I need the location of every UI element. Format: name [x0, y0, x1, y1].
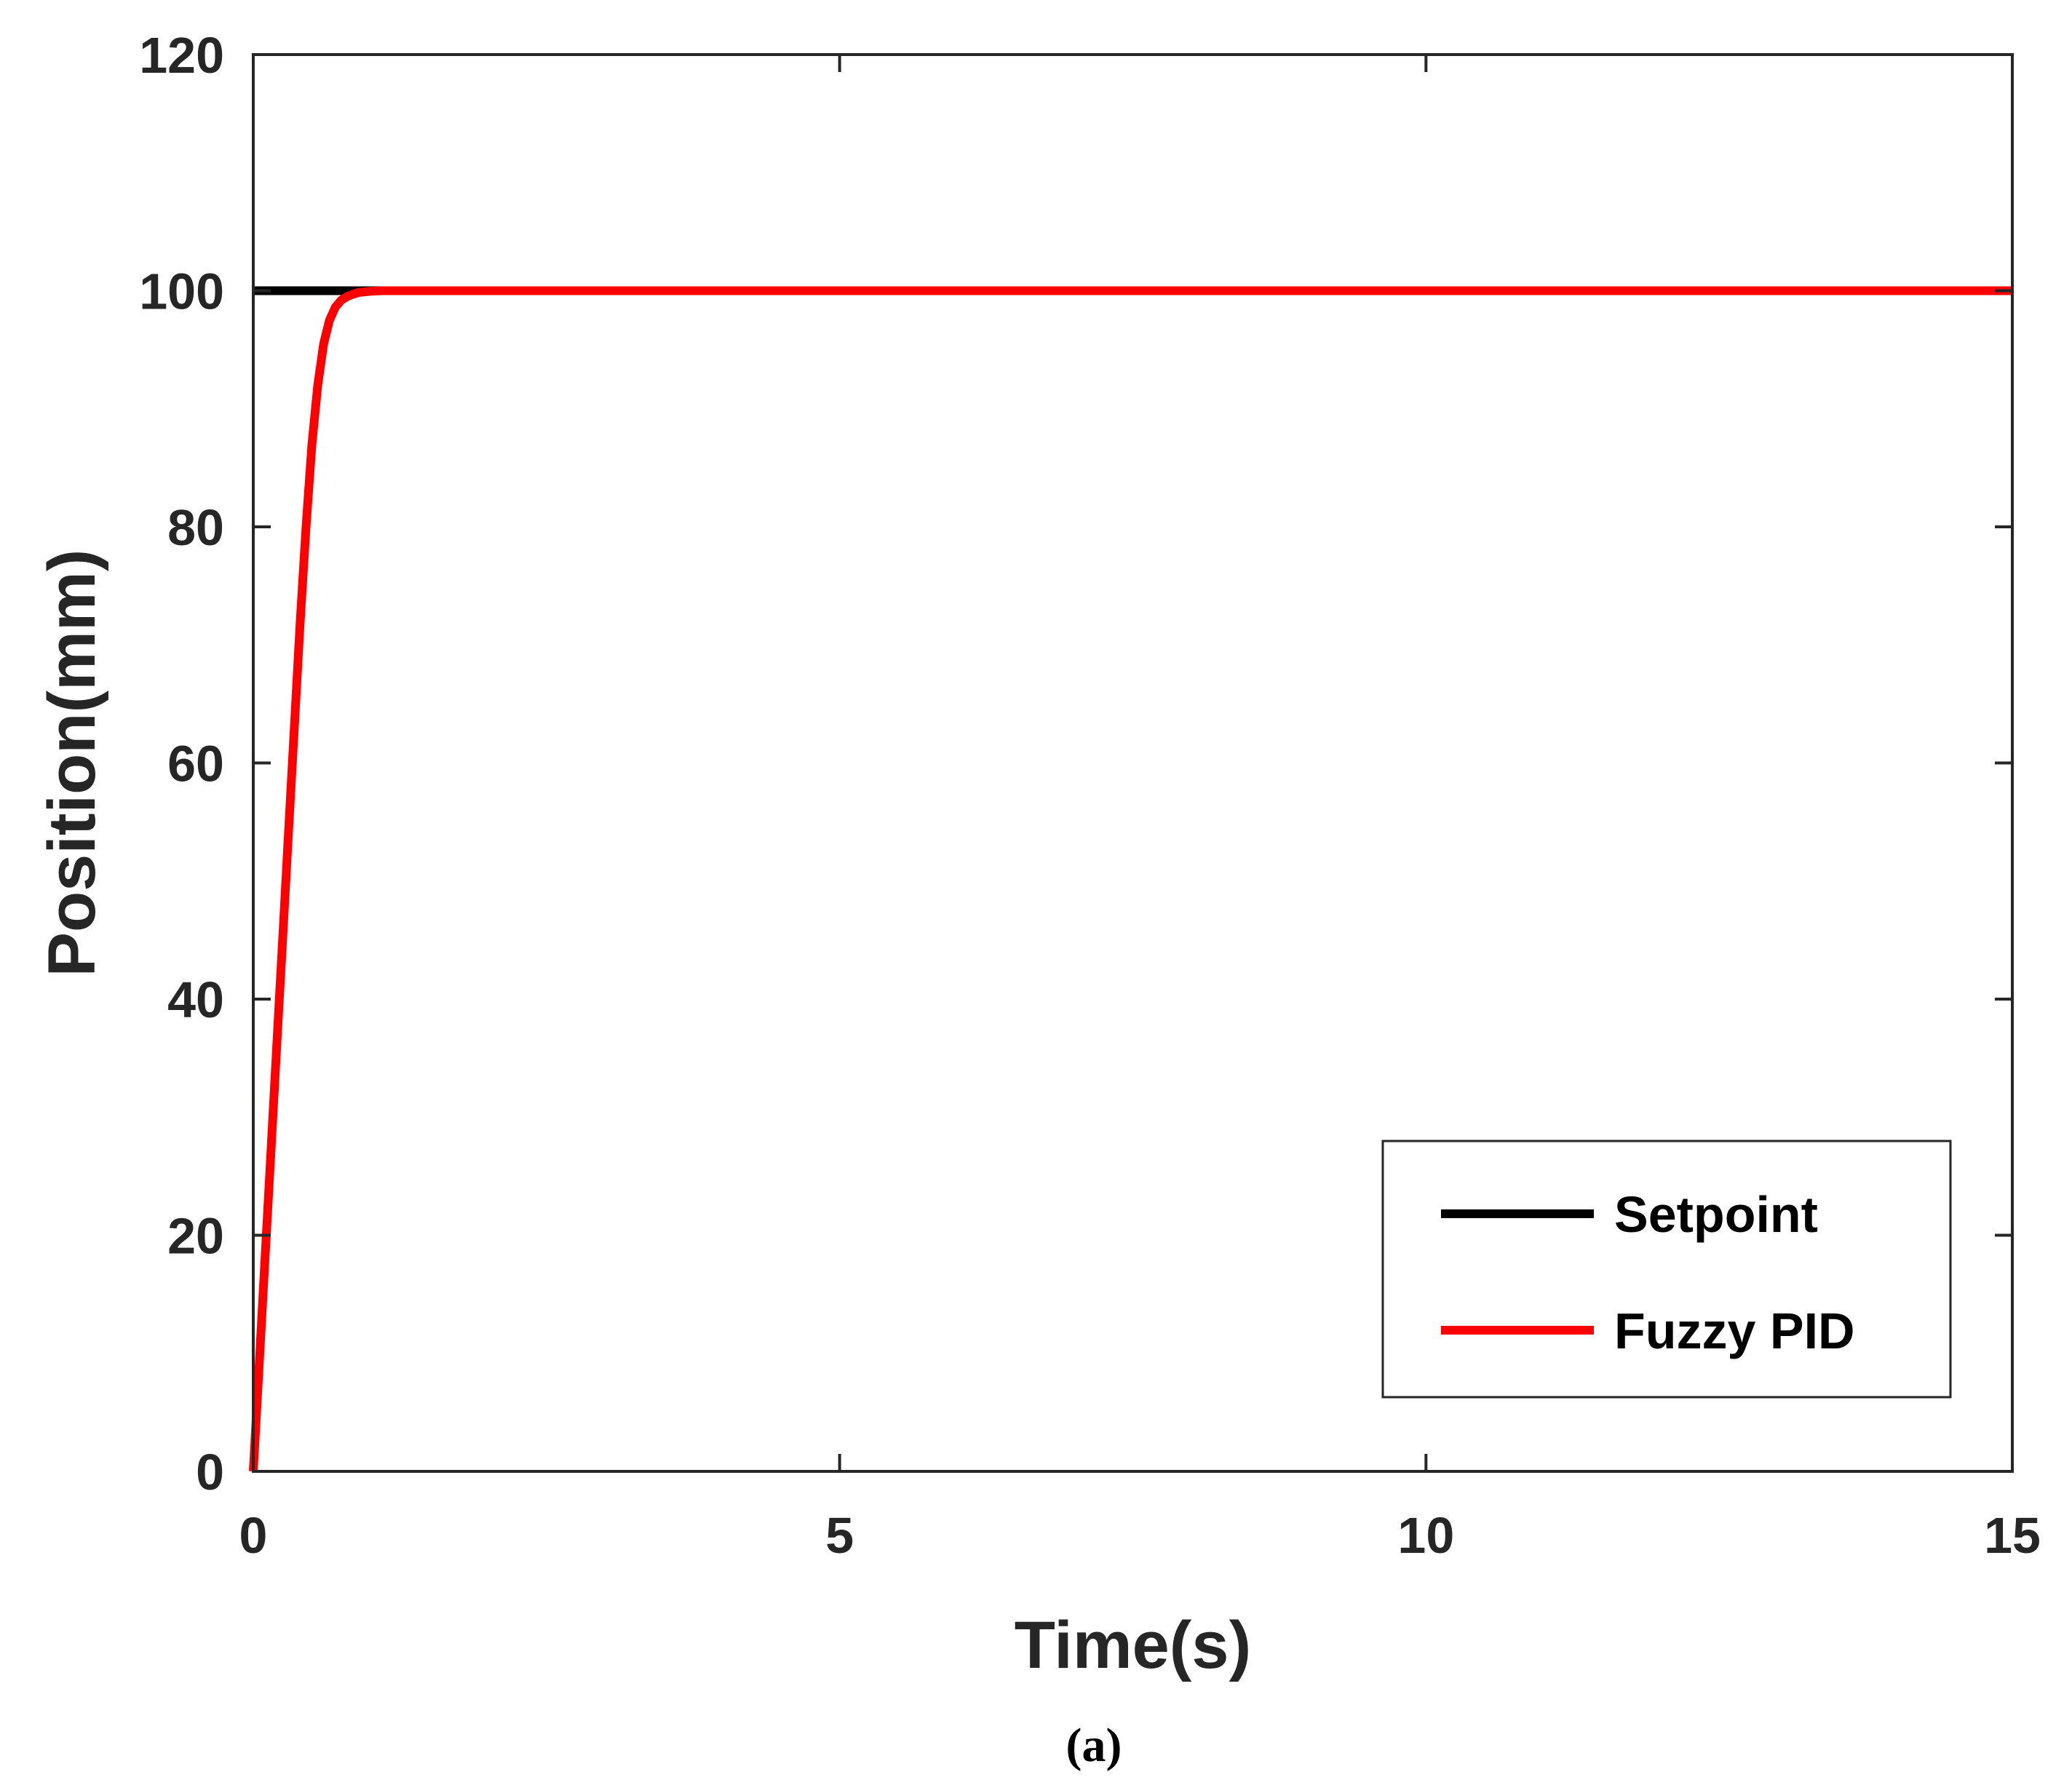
y-tick-label: 20 [167, 1208, 224, 1265]
x-tick-label: 5 [825, 1507, 854, 1564]
legend-box [1381, 1140, 1952, 1399]
series-line-fuzzy-pid [249, 286, 2012, 1472]
y-axis-title: Position(mm) [35, 549, 109, 977]
x-tick-label: 10 [1397, 1507, 1454, 1564]
y-tick-label: 40 [167, 971, 224, 1028]
legend-label-fuzzy-pid: Fuzzy PID [1614, 1303, 1855, 1359]
y-tick-label: 60 [167, 736, 224, 792]
legend: Setpoint Fuzzy PID [1381, 1140, 1952, 1399]
y-tick-label: 80 [167, 499, 224, 556]
y-tick-label: 0 [196, 1444, 224, 1500]
y-tick-label: 120 [139, 27, 224, 84]
series-layer [249, 286, 2012, 1472]
ticks-layer: 0 5 10 15 0 20 40 60 80 100 120 [139, 27, 2041, 1564]
legend-label-setpoint: Setpoint [1614, 1186, 1818, 1243]
x-tick-label: 15 [1984, 1507, 2041, 1564]
x-tick-label: 0 [239, 1507, 268, 1564]
x-axis-title: Time(s) [1015, 1608, 1252, 1682]
figure-caption: (a) [1066, 1719, 1122, 1772]
y-tick-label: 100 [139, 263, 224, 320]
